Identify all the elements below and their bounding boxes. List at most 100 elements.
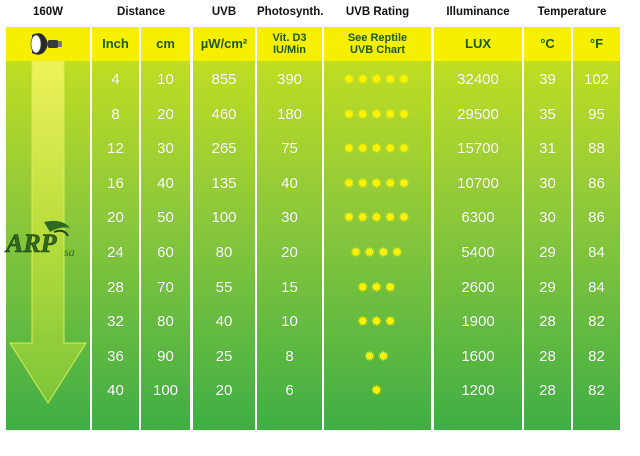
cell-inch: 8: [111, 105, 120, 123]
cell-f: 82: [588, 313, 605, 331]
subheader-line: UVB Chart: [349, 44, 405, 56]
cell-lux: 10700: [457, 174, 499, 192]
cell-lux: 1200: [461, 382, 495, 400]
cell-lux: 5400: [461, 244, 495, 261]
cell-cm: 80: [157, 313, 174, 331]
cell-f: 84: [588, 278, 605, 296]
uvb-rating-stars: ✹: [370, 382, 385, 399]
header-uvb-rating: UVB Rating: [345, 6, 410, 18]
cell-f: 88: [588, 140, 605, 158]
subheader-label: °F: [589, 36, 604, 51]
subheader-c: °C: [524, 27, 571, 61]
cell-inch: 36: [107, 347, 124, 365]
cell-lux: 29500: [457, 105, 499, 123]
cell-uvb: 855: [211, 71, 237, 88]
subheader-f: °F: [573, 27, 620, 61]
cell-cm: 60: [157, 244, 174, 261]
header-wattage: 160W: [32, 6, 64, 18]
cell-f: 82: [588, 382, 605, 400]
cell-c: 35: [539, 105, 556, 123]
column-cm: [141, 27, 190, 430]
header-photosynth: Photosynth.: [257, 6, 324, 18]
cell-inch: 24: [107, 244, 124, 261]
cell-c: 28: [539, 347, 556, 365]
subheader-inch: Inch: [92, 27, 139, 61]
uvb-rating-stars: ✹✹✹✹✹: [343, 140, 412, 157]
column-uvb: [193, 27, 255, 430]
column-stars: [324, 27, 431, 430]
header-uvb: UVB: [211, 6, 237, 18]
uvb-rating-stars: ✹✹✹✹: [350, 244, 405, 260]
cell-cm: 100: [152, 382, 179, 400]
uvb-rating-stars: ✹✹✹: [356, 313, 399, 330]
column-inch: [92, 27, 139, 430]
cell-lux: 1900: [461, 313, 495, 331]
cell-vitd3: 180: [276, 105, 303, 123]
cell-c: 28: [539, 382, 556, 400]
cell-inch: 32: [107, 313, 124, 331]
cell-inch: 28: [107, 278, 124, 296]
svg-text:ARP: ARP: [4, 229, 58, 258]
cell-uvb: 265: [211, 140, 237, 158]
cell-uvb: 460: [211, 105, 237, 123]
cell-uvb: 25: [215, 347, 233, 365]
uvb-rating-stars: ✹✹✹: [356, 278, 399, 295]
subheader-label: LUX: [465, 36, 491, 51]
cell-vitd3: 30: [281, 209, 298, 227]
cell-vitd3: 390: [276, 71, 303, 88]
cell-inch: 12: [107, 140, 124, 158]
cell-cm: 30: [157, 140, 174, 158]
spotlight-bulb-icon: [30, 33, 62, 55]
subheader-lux: LUX: [434, 27, 522, 61]
cell-f: 84: [588, 244, 605, 261]
cell-cm: 10: [157, 71, 174, 88]
column-f: [573, 27, 620, 430]
cell-vitd3: 40: [281, 174, 298, 192]
cell-f: 95: [588, 105, 605, 123]
subheader-vitd3: Vit. D3 IU/Min: [257, 27, 322, 61]
cell-inch: 40: [107, 382, 124, 400]
cell-cm: 90: [157, 347, 174, 365]
column-lux: [434, 27, 522, 430]
cell-c: 31: [539, 140, 556, 158]
cell-vitd3: 6: [285, 382, 294, 400]
subheader-stars: See Reptile UVB Chart: [324, 27, 431, 61]
cell-lux: 6300: [461, 209, 495, 227]
cell-lux: 2600: [461, 278, 495, 296]
cell-vitd3: 20: [281, 244, 298, 261]
subheader-cm: cm: [141, 27, 190, 61]
distance-arrow-column: [6, 27, 90, 430]
cell-uvb: 20: [215, 382, 233, 400]
cell-f: 102: [583, 71, 610, 88]
cell-uvb: 135: [211, 174, 237, 192]
cell-c: 28: [539, 313, 556, 331]
cell-c: 30: [539, 209, 556, 227]
subheader-uvb: µW/cm²: [193, 27, 255, 61]
cell-inch: 20: [107, 209, 124, 227]
subheader-line: IU/Min: [273, 44, 306, 56]
cell-vitd3: 10: [281, 313, 298, 331]
subheader-label: cm: [156, 36, 175, 51]
cell-cm: 50: [157, 209, 174, 227]
uvb-rating-stars: ✹✹✹✹✹: [343, 174, 412, 191]
cell-inch: 4: [111, 71, 120, 88]
cell-cm: 40: [157, 174, 174, 192]
subheader-label: Inch: [102, 36, 129, 51]
cell-cm: 70: [157, 278, 174, 296]
subheader-line: See Reptile: [347, 32, 408, 44]
cell-vitd3: 8: [285, 347, 294, 365]
header-illuminance: Illuminance: [446, 6, 510, 18]
cell-f: 86: [588, 174, 605, 192]
svg-text:sa: sa: [64, 245, 75, 259]
cell-lux: 1600: [461, 347, 495, 365]
uvb-rating-stars: ✹✹✹✹✹: [343, 71, 412, 87]
uvb-rating-stars: ✹✹: [363, 347, 392, 364]
cell-vitd3: 15: [281, 278, 298, 296]
cell-uvb: 55: [215, 278, 233, 296]
cell-uvb: 80: [215, 244, 233, 261]
subheader-line: Vit. D3: [272, 32, 307, 44]
subheader-label: °C: [540, 36, 555, 51]
cell-f: 82: [588, 347, 605, 365]
header-distance: Distance: [117, 6, 165, 18]
cell-c: 29: [539, 244, 556, 261]
